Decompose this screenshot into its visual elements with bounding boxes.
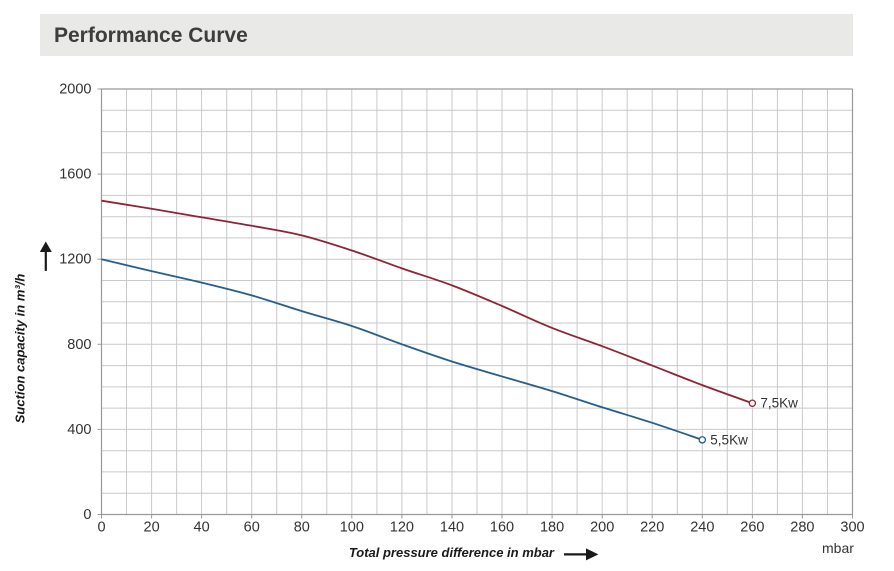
svg-text:5,5Kw: 5,5Kw bbox=[710, 432, 748, 447]
svg-text:260: 260 bbox=[740, 520, 764, 536]
svg-text:400: 400 bbox=[67, 422, 91, 438]
svg-text:220: 220 bbox=[640, 520, 664, 536]
svg-text:100: 100 bbox=[340, 520, 364, 536]
svg-text:7,5Kw: 7,5Kw bbox=[760, 396, 798, 411]
svg-text:60: 60 bbox=[244, 520, 260, 536]
svg-text:20: 20 bbox=[144, 520, 160, 536]
svg-text:200: 200 bbox=[590, 520, 614, 536]
svg-text:160: 160 bbox=[490, 520, 514, 536]
svg-text:240: 240 bbox=[690, 520, 714, 536]
svg-text:120: 120 bbox=[390, 520, 414, 536]
svg-text:800: 800 bbox=[67, 337, 91, 353]
svg-text:180: 180 bbox=[540, 520, 564, 536]
svg-text:1200: 1200 bbox=[59, 252, 91, 268]
svg-text:80: 80 bbox=[294, 520, 310, 536]
svg-text:280: 280 bbox=[790, 520, 814, 536]
svg-text:300: 300 bbox=[840, 520, 864, 536]
svg-text:1600: 1600 bbox=[59, 167, 91, 183]
svg-text:0: 0 bbox=[83, 507, 91, 523]
svg-text:0: 0 bbox=[97, 520, 105, 536]
svg-text:40: 40 bbox=[194, 520, 210, 536]
svg-text:2000: 2000 bbox=[59, 82, 91, 98]
svg-text:140: 140 bbox=[440, 520, 464, 536]
